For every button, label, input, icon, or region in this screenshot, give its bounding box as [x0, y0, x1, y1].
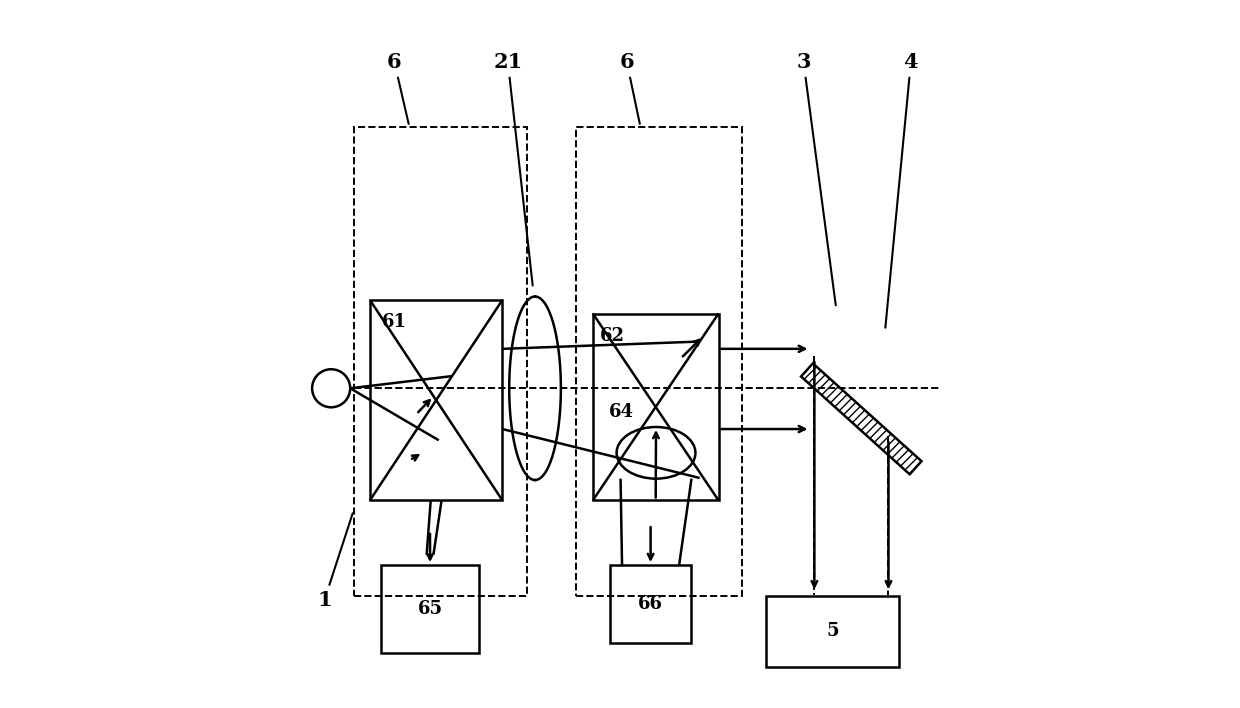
Text: 6: 6 — [620, 52, 640, 124]
Text: 62: 62 — [600, 326, 625, 345]
Text: 1: 1 — [317, 513, 352, 610]
Text: 61: 61 — [382, 313, 407, 331]
Text: 66: 66 — [639, 595, 663, 613]
Bar — [370, 300, 502, 501]
Bar — [766, 595, 899, 667]
Text: 21: 21 — [494, 52, 533, 285]
Text: 6: 6 — [387, 52, 409, 124]
Bar — [593, 314, 718, 501]
Text: 4: 4 — [885, 52, 918, 328]
Text: 5: 5 — [826, 622, 838, 640]
Text: 3: 3 — [796, 52, 836, 305]
Bar — [610, 565, 692, 643]
Text: 65: 65 — [418, 600, 443, 618]
Bar — [381, 565, 480, 653]
Bar — [575, 127, 743, 595]
Bar — [353, 127, 527, 595]
Polygon shape — [801, 363, 921, 474]
Text: 64: 64 — [609, 403, 634, 421]
